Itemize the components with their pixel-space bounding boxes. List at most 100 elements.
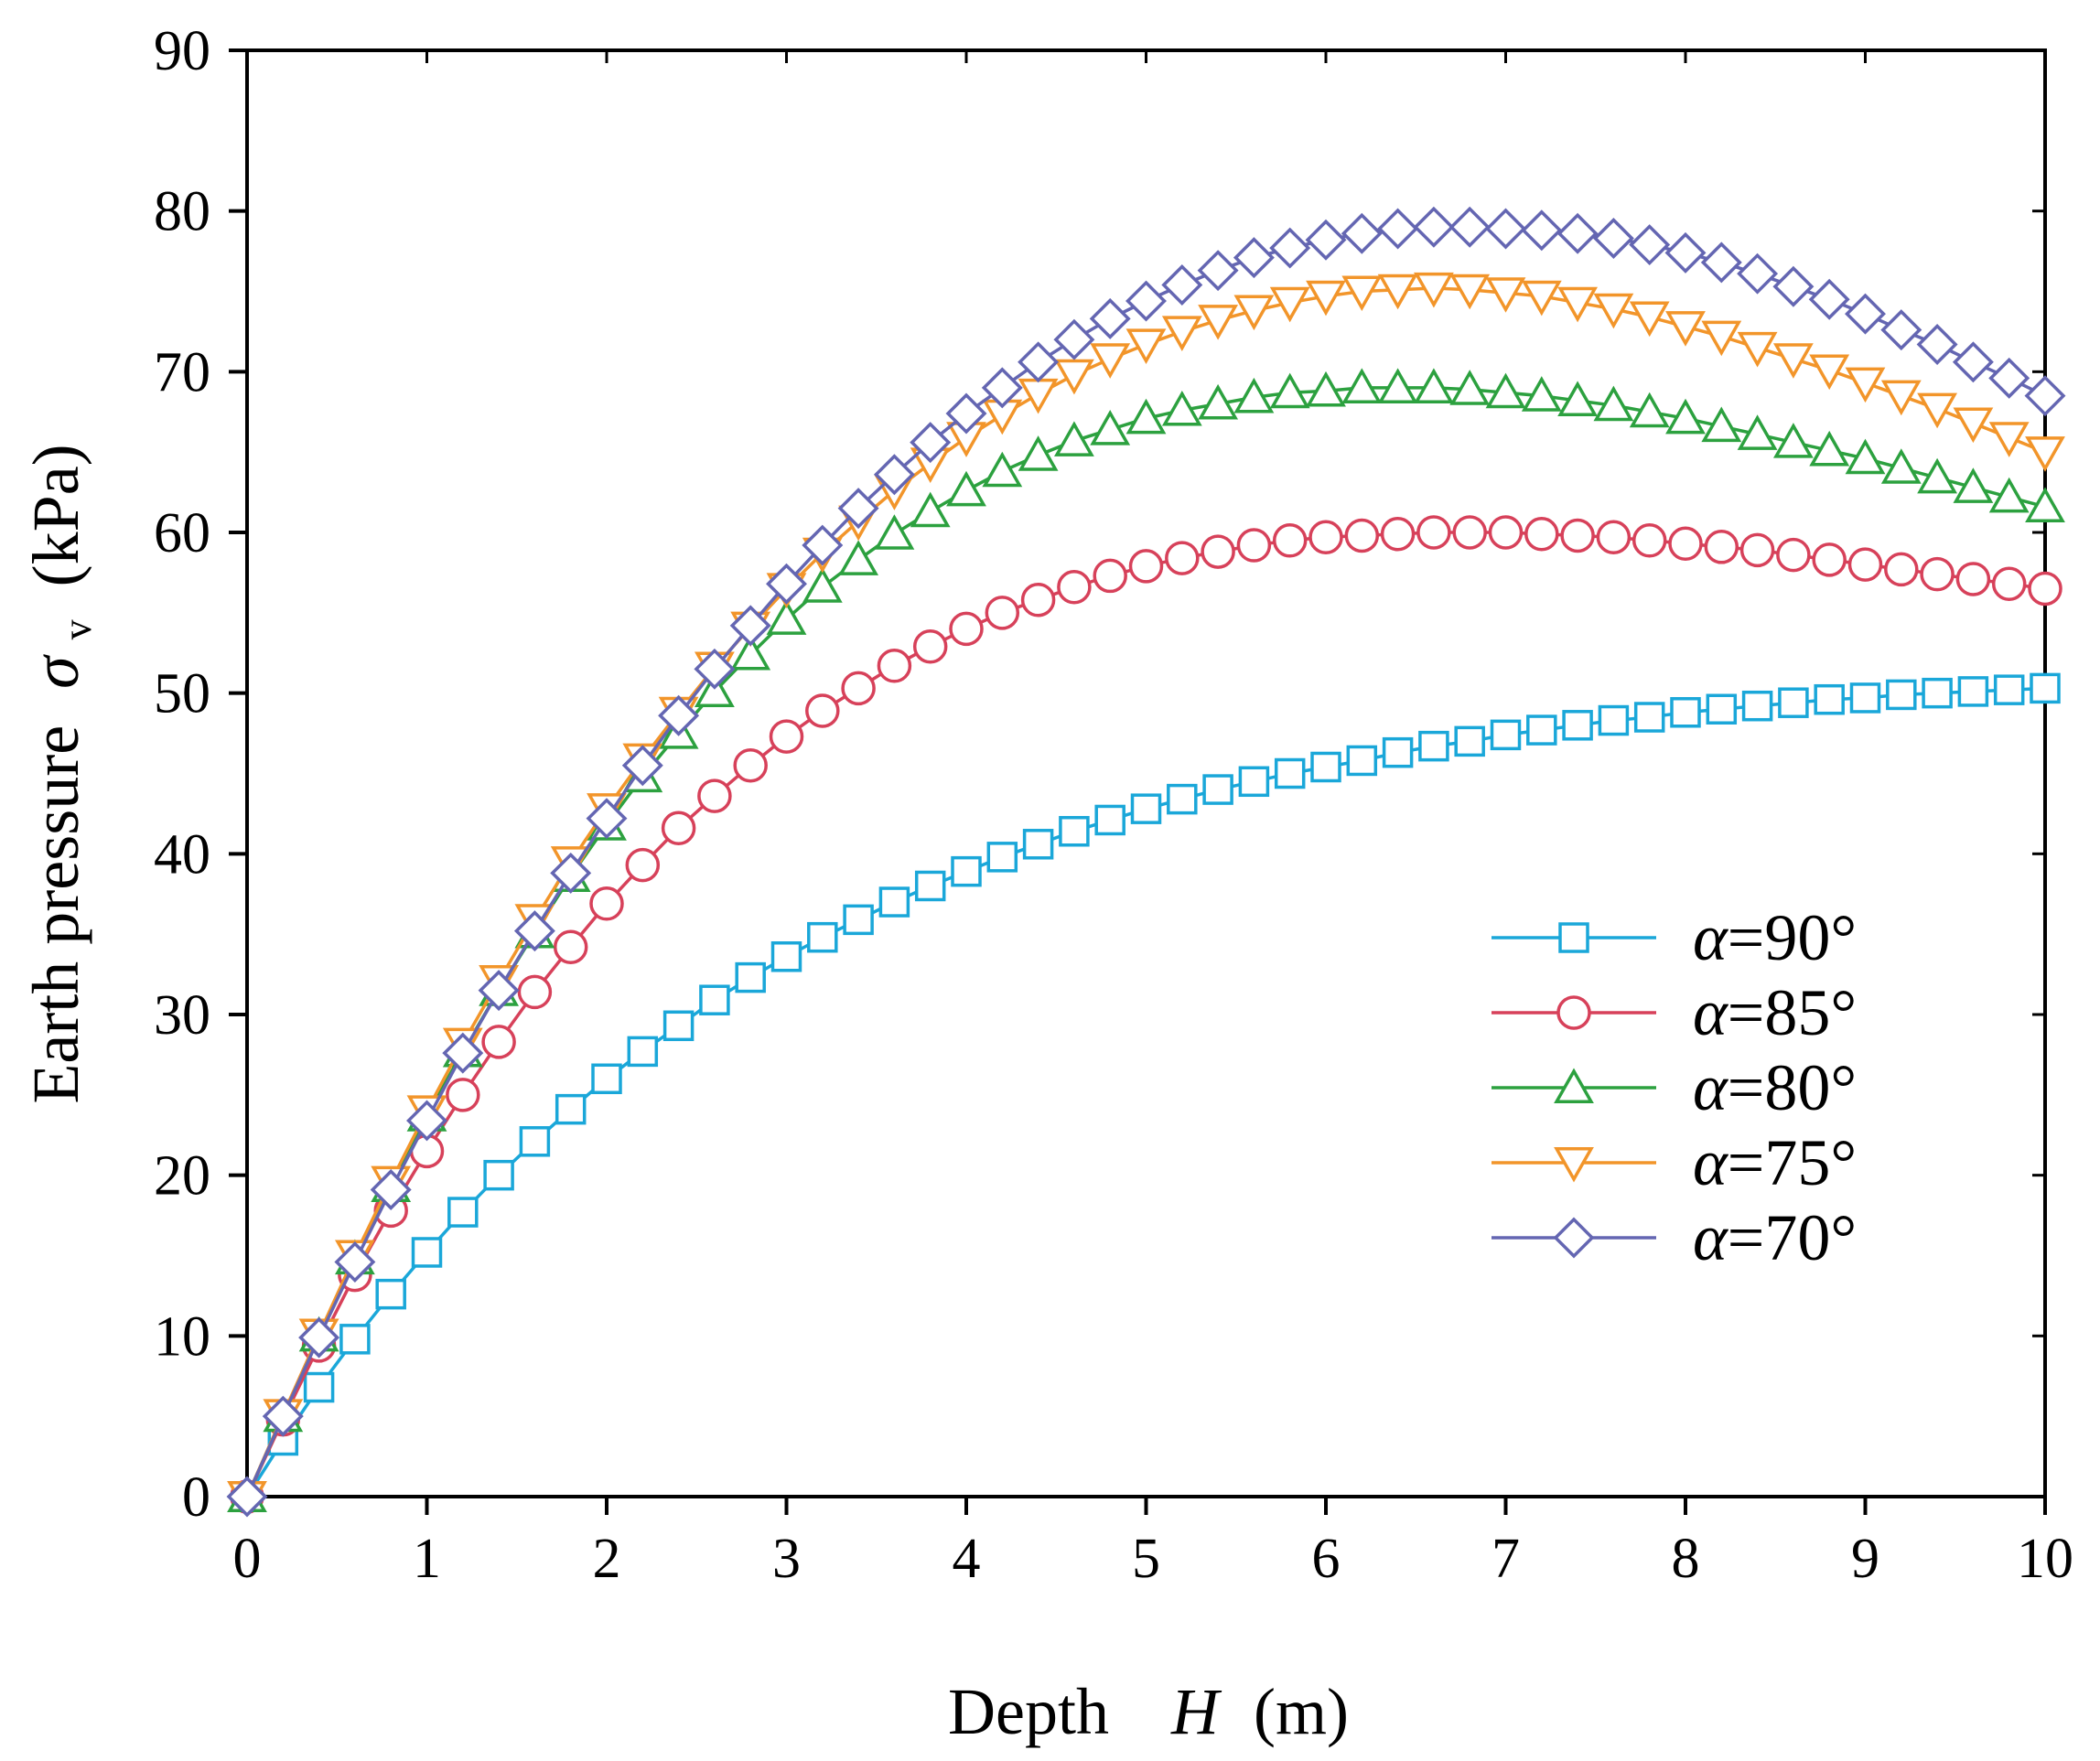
data-point: [1202, 774, 1233, 805]
data-point: [982, 451, 1023, 488]
data-point: [1524, 517, 1559, 552]
data-point: [874, 514, 915, 550]
data-point: [1737, 331, 1778, 368]
legend-label: α=70°: [1693, 1201, 1857, 1274]
data-point: [1917, 457, 1958, 494]
data-point: [1236, 528, 1272, 563]
x-tick-label: 0: [233, 1528, 262, 1590]
data-point: [1018, 341, 1060, 383]
data-point: [1884, 552, 1919, 587]
y-tick-label: 0: [182, 1466, 210, 1529]
data-point: [1233, 295, 1275, 331]
data-point: [1741, 690, 1773, 722]
data-point: [1809, 354, 1850, 391]
data-point: [442, 1032, 484, 1074]
data-point: [1988, 357, 2030, 399]
data-point: [735, 961, 766, 993]
data-point: [1130, 793, 1162, 824]
data-point: [1772, 423, 1814, 458]
data-point: [1167, 783, 1198, 815]
data-point: [1059, 815, 1090, 847]
data-point: [1057, 569, 1092, 605]
legend-marker: [1554, 1068, 1594, 1104]
data-point: [1629, 301, 1670, 338]
data-point: [1991, 566, 2027, 601]
data-point: [1306, 370, 1346, 407]
data-point: [769, 719, 804, 754]
series-diamond: [226, 206, 2066, 1518]
data-point: [1485, 372, 1526, 409]
data-point: [375, 1278, 406, 1310]
legend: α=90°α=85°α=80°α=75°α=70°: [1492, 901, 1857, 1274]
data-point: [1880, 448, 1922, 484]
data-point: [625, 847, 661, 883]
data-point: [837, 488, 879, 530]
legend-value: =90°: [1728, 901, 1857, 974]
data-point: [1772, 265, 1815, 307]
data-point: [1598, 704, 1630, 736]
data-point: [483, 1159, 514, 1191]
data-point: [2028, 571, 2062, 607]
data-point: [662, 1010, 695, 1042]
data-point: [1093, 558, 1127, 594]
data-point: [733, 747, 768, 783]
data-point: [1845, 438, 1886, 475]
data-point: [1094, 804, 1125, 836]
data-point: [877, 649, 912, 683]
data-point: [697, 778, 732, 813]
data-point: [766, 599, 807, 635]
data-point: [1380, 517, 1416, 552]
data-point: [334, 1241, 376, 1283]
data-point: [1952, 341, 1994, 383]
data-point: [1739, 532, 1775, 568]
data-point: [1090, 343, 1131, 379]
legend-marker: [1554, 1146, 1594, 1183]
data-point: [912, 628, 948, 664]
data-point: [1310, 751, 1341, 783]
data-point: [478, 970, 520, 1012]
data-point: [1020, 583, 1056, 617]
data-point: [910, 422, 952, 464]
data-point: [586, 798, 628, 840]
plot-frame: [245, 48, 2047, 1498]
data-point: [730, 634, 771, 671]
data-point: [1454, 725, 1485, 757]
data-point: [1161, 263, 1203, 306]
data-point: [1778, 687, 1809, 718]
data-point: [1341, 212, 1383, 254]
data-point: [2030, 672, 2061, 704]
data-point: [1988, 422, 2030, 457]
series-line: [245, 286, 2046, 1498]
data-point: [1053, 359, 1094, 395]
data-point: [1449, 370, 1491, 405]
data-point: [981, 367, 1023, 409]
data-point: [1809, 430, 1850, 467]
data-point: [517, 974, 553, 1010]
data-point: [838, 540, 879, 575]
data-point: [1664, 231, 1707, 274]
data-point: [1814, 683, 1845, 715]
data-point: [766, 563, 807, 605]
data-point: [1629, 224, 1671, 266]
data-point: [1668, 526, 1703, 562]
data-point: [2025, 487, 2065, 522]
data-point: [1416, 515, 1451, 550]
data-point: [519, 1126, 551, 1157]
legend-value: =70°: [1728, 1201, 1857, 1274]
data-point: [878, 886, 910, 918]
data-point: [1845, 293, 1886, 335]
data-point: [1448, 206, 1491, 248]
legend-variable: α: [1693, 1126, 1728, 1199]
y-axis-variable: σ: [19, 654, 92, 689]
data-point: [446, 1078, 480, 1112]
data-point: [1560, 518, 1595, 553]
data-point: [1308, 520, 1343, 555]
data-point: [770, 941, 802, 972]
series-square: [232, 672, 2061, 1512]
data-point: [1198, 305, 1239, 340]
data-point: [1377, 368, 1418, 403]
data-point: [802, 567, 843, 603]
data-point: [1521, 209, 1563, 252]
data-point: [1305, 219, 1347, 261]
data-point: [1706, 693, 1738, 725]
